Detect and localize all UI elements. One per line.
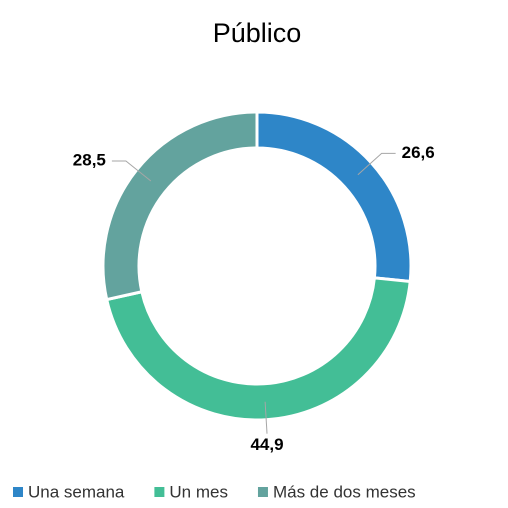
legend-swatch [13,487,23,497]
donut-segment [101,110,259,302]
legend-label: Un mes [169,482,228,501]
data-label: 28,5 [73,150,106,169]
leader-line [357,152,396,176]
data-label: 44,9 [250,435,283,454]
legend-swatch [154,487,165,497]
data-label: 26,6 [402,143,435,162]
legend-swatch [257,487,268,497]
leader-line [264,401,268,434]
donut-segment [104,276,412,422]
legend-label: Una semana [28,482,125,501]
legend-label: Más de dos meses [273,482,416,501]
donut-segment [255,110,413,284]
chart-title: Público [213,18,302,48]
leader-line [111,160,152,182]
